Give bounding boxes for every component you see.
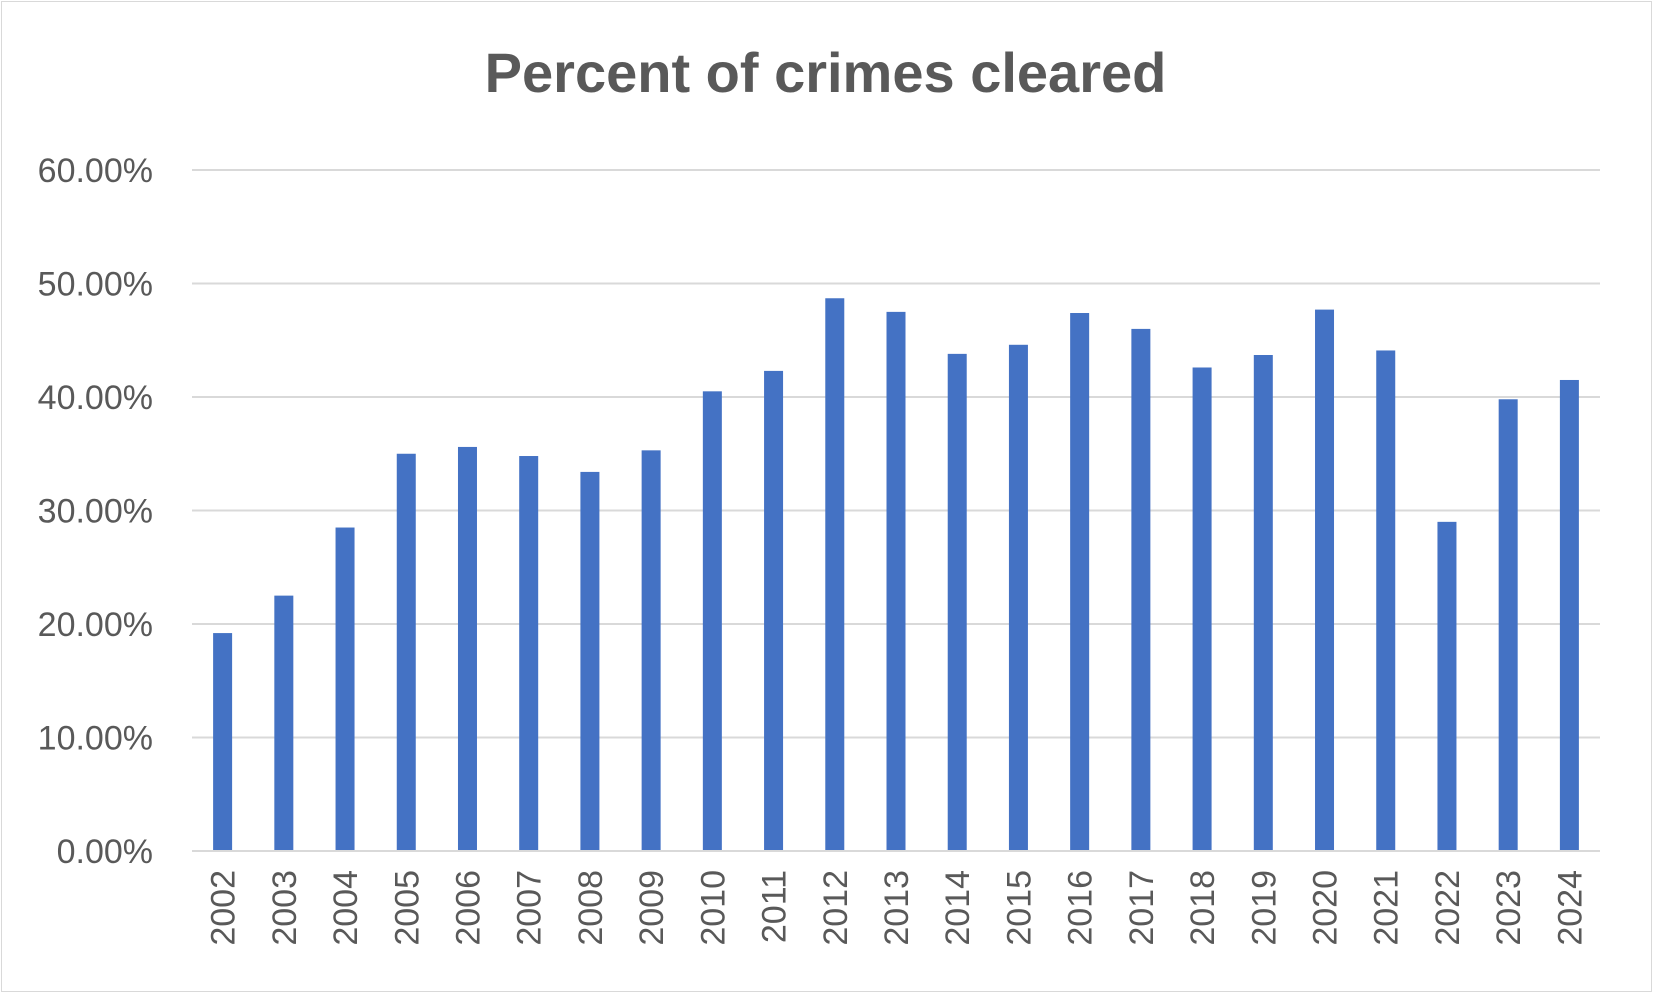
x-tick-label: 2005 xyxy=(388,870,426,946)
x-tick-label: 2012 xyxy=(817,870,855,946)
x-tick-label: 2018 xyxy=(1184,870,1222,946)
bar-2020 xyxy=(1315,309,1335,852)
x-tick-label: 2022 xyxy=(1429,870,1467,946)
y-tick-label: 40.00% xyxy=(38,379,153,417)
x-tick-label: 2002 xyxy=(205,870,243,946)
bar-2006 xyxy=(457,446,477,851)
x-tick-label: 2020 xyxy=(1307,870,1345,946)
bar-2016 xyxy=(1070,313,1090,851)
bar-2013 xyxy=(886,311,906,851)
x-tick-label: 2014 xyxy=(939,870,977,946)
bar-2022 xyxy=(1437,521,1457,851)
bar-2009 xyxy=(641,450,661,851)
y-tick-label: 50.00% xyxy=(38,266,153,304)
y-tick-label: 10.00% xyxy=(38,720,153,758)
x-tick-label: 2019 xyxy=(1245,870,1283,946)
bar-2007 xyxy=(519,456,539,851)
y-tick-label: 60.00% xyxy=(38,152,153,190)
bar-2012 xyxy=(825,298,845,851)
x-axis-tick-labels: 2002 2003 2004 2005 2006 2007 2008 2009 2010 2011… xyxy=(205,870,1590,946)
x-tick-label: 2003 xyxy=(266,870,304,946)
bar-2017 xyxy=(1131,328,1151,851)
bar-2004 xyxy=(335,527,355,851)
x-tick-label: 2016 xyxy=(1062,870,1100,946)
bar-2018 xyxy=(1192,367,1212,851)
bar-2005 xyxy=(396,453,416,851)
bar-2010 xyxy=(702,391,722,851)
x-tick-label: 2023 xyxy=(1490,870,1528,946)
x-tick-label: 2021 xyxy=(1368,870,1406,946)
y-tick-label: 20.00% xyxy=(38,606,153,644)
x-tick-label: 2017 xyxy=(1123,870,1161,946)
bar-2014 xyxy=(947,353,967,851)
x-tick-label: 2007 xyxy=(511,870,549,946)
bar-2019 xyxy=(1253,355,1273,851)
y-tick-label: 0.00% xyxy=(57,833,153,871)
y-tick-label: 30.00% xyxy=(38,493,153,531)
bar-2015 xyxy=(1008,344,1028,851)
x-tick-label: 2015 xyxy=(1000,870,1038,946)
bar-2008 xyxy=(580,471,600,851)
x-tick-label: 2006 xyxy=(449,870,487,946)
bar-2021 xyxy=(1376,350,1396,851)
bar-2002 xyxy=(213,633,233,851)
y-axis-tick-labels: 0.00% 10.00% 20.00% 30.00% 40.00% 50.00% 60.00… xyxy=(38,152,153,871)
chart-title: Percent of crimes cleared xyxy=(484,41,1167,104)
x-tick-label: 2010 xyxy=(694,870,732,946)
bar-2024 xyxy=(1559,379,1579,851)
bar-2003 xyxy=(274,595,294,851)
bar-2023 xyxy=(1498,399,1518,851)
bar-2011 xyxy=(764,370,784,851)
x-tick-label: 2008 xyxy=(572,870,610,946)
x-tick-label: 2013 xyxy=(878,870,916,946)
bars xyxy=(213,298,1579,852)
x-tick-label: 2009 xyxy=(633,870,671,946)
x-tick-label: 2024 xyxy=(1551,870,1589,946)
x-tick-label: 2004 xyxy=(327,870,365,946)
x-tick-label: 2011 xyxy=(756,870,794,943)
